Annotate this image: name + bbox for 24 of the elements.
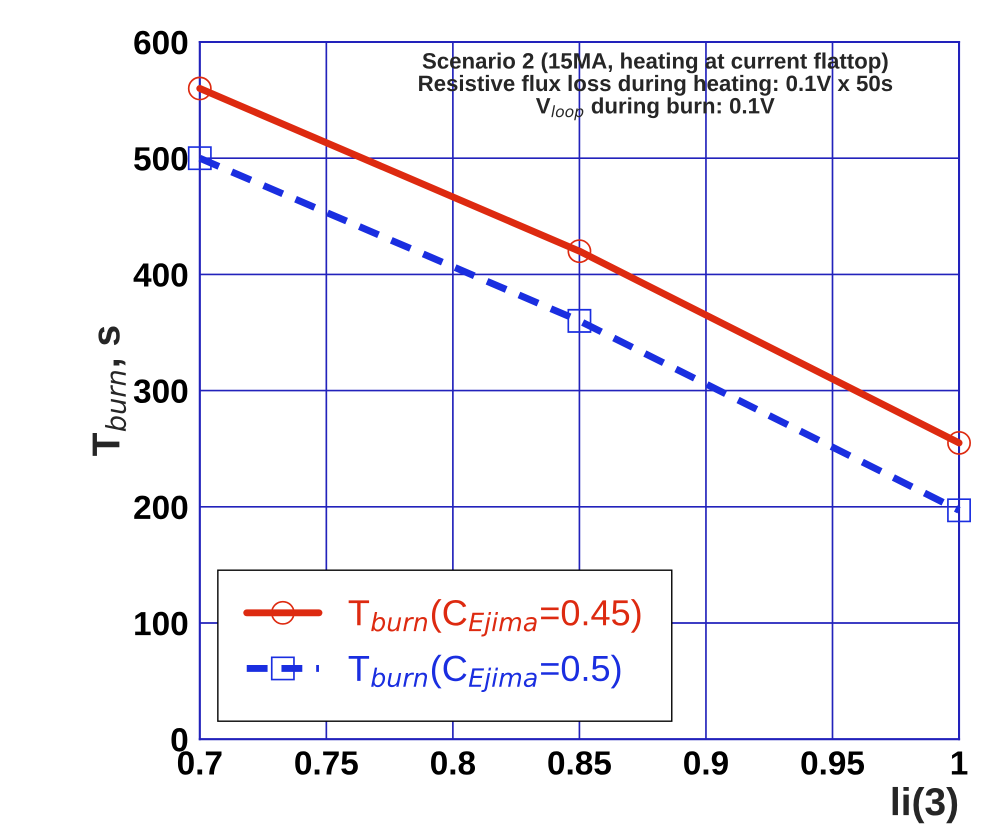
point bbox=[947, 498, 971, 522]
x-tick-label: 1 bbox=[952, 752, 968, 774]
point bbox=[567, 239, 592, 264]
y-tick-label: 500 bbox=[134, 147, 188, 171]
x-tick-label: 0.8 bbox=[431, 751, 476, 775]
x-tick-label: 0.85 bbox=[548, 751, 611, 775]
y-tick-label: 300 bbox=[134, 379, 188, 404]
legend-label: T$_{burn}$(C$_{Ejima}$=0.45) bbox=[348, 599, 640, 636]
x-tick-label: 0.7 bbox=[178, 751, 222, 775]
point bbox=[947, 430, 971, 455]
point bbox=[188, 76, 212, 100]
y-axis-title: T$_{burn}$, s bbox=[92, 326, 126, 456]
y-tick-label: 100 bbox=[135, 612, 188, 636]
y-tick-label: 400 bbox=[134, 263, 188, 287]
y-tick-label: 200 bbox=[134, 496, 188, 520]
legend-label: T$_{burn}$(C$_{Ejima}$=0.5) bbox=[348, 654, 620, 692]
y-tick-label: 0 bbox=[171, 728, 188, 752]
point bbox=[188, 146, 212, 170]
x-tick-label: 0.9 bbox=[684, 751, 728, 775]
point bbox=[567, 308, 592, 333]
x-axis-title: li(3) bbox=[892, 786, 958, 824]
x-tick-label: 0.95 bbox=[801, 751, 864, 775]
y-tick-label: 600 bbox=[134, 30, 188, 54]
x-tick-label: 0.75 bbox=[295, 751, 358, 775]
